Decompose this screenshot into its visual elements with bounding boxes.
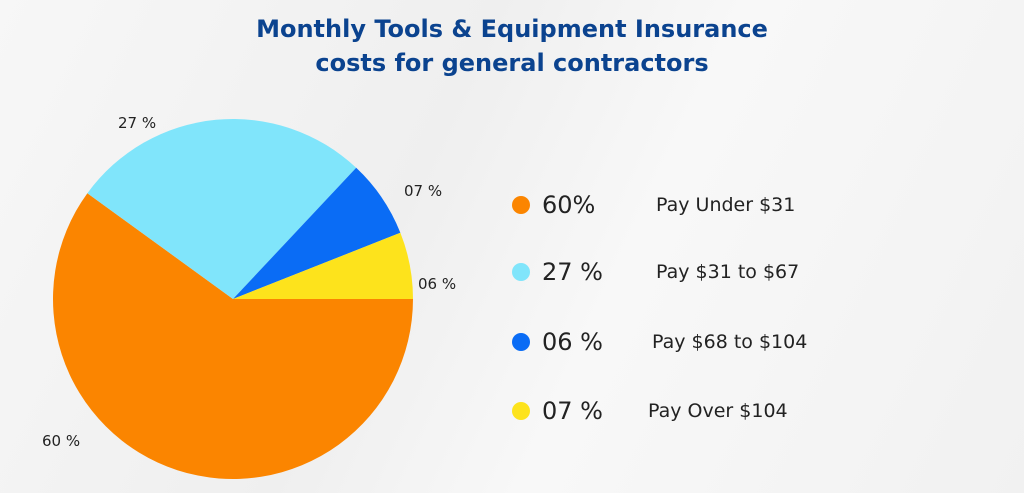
- legend-percent: 06 %: [542, 328, 603, 356]
- legend-color-dot: [512, 402, 530, 420]
- legend-percent: 27 %: [542, 258, 603, 286]
- legend-percent: 60%: [542, 191, 596, 219]
- legend-item: 06 % Pay $68 to $104: [512, 327, 807, 357]
- legend-item: 07 % Pay Over $104: [512, 396, 788, 426]
- legend-color-dot: [512, 196, 530, 214]
- title-line-1: Monthly Tools & Equipment Insurance: [256, 15, 768, 43]
- slice-label: 07 %: [404, 182, 442, 200]
- pie-slice: [53, 193, 414, 479]
- slice-label: 60 %: [42, 432, 80, 450]
- pie-slice: [233, 232, 413, 299]
- pie-slice: [87, 119, 357, 300]
- pie-slice: [233, 167, 401, 299]
- legend-color-dot: [512, 333, 530, 351]
- legend-percent: 07 %: [542, 397, 603, 425]
- legend-color-dot: [512, 263, 530, 281]
- legend-item: 27 % Pay $31 to $67: [512, 257, 799, 287]
- legend-description: Pay Under $31: [656, 194, 796, 216]
- slice-label: 27 %: [118, 114, 156, 132]
- legend-description: Pay $68 to $104: [652, 331, 808, 353]
- legend-description: Pay Over $104: [648, 400, 788, 422]
- chart-title: Monthly Tools & Equipment Insurance cost…: [0, 12, 1024, 80]
- legend-description: Pay $31 to $67: [656, 261, 800, 283]
- title-line-2: costs for general contractors: [315, 49, 709, 77]
- slice-label: 06 %: [418, 275, 456, 293]
- legend-item: 60% Pay Under $31: [512, 190, 795, 220]
